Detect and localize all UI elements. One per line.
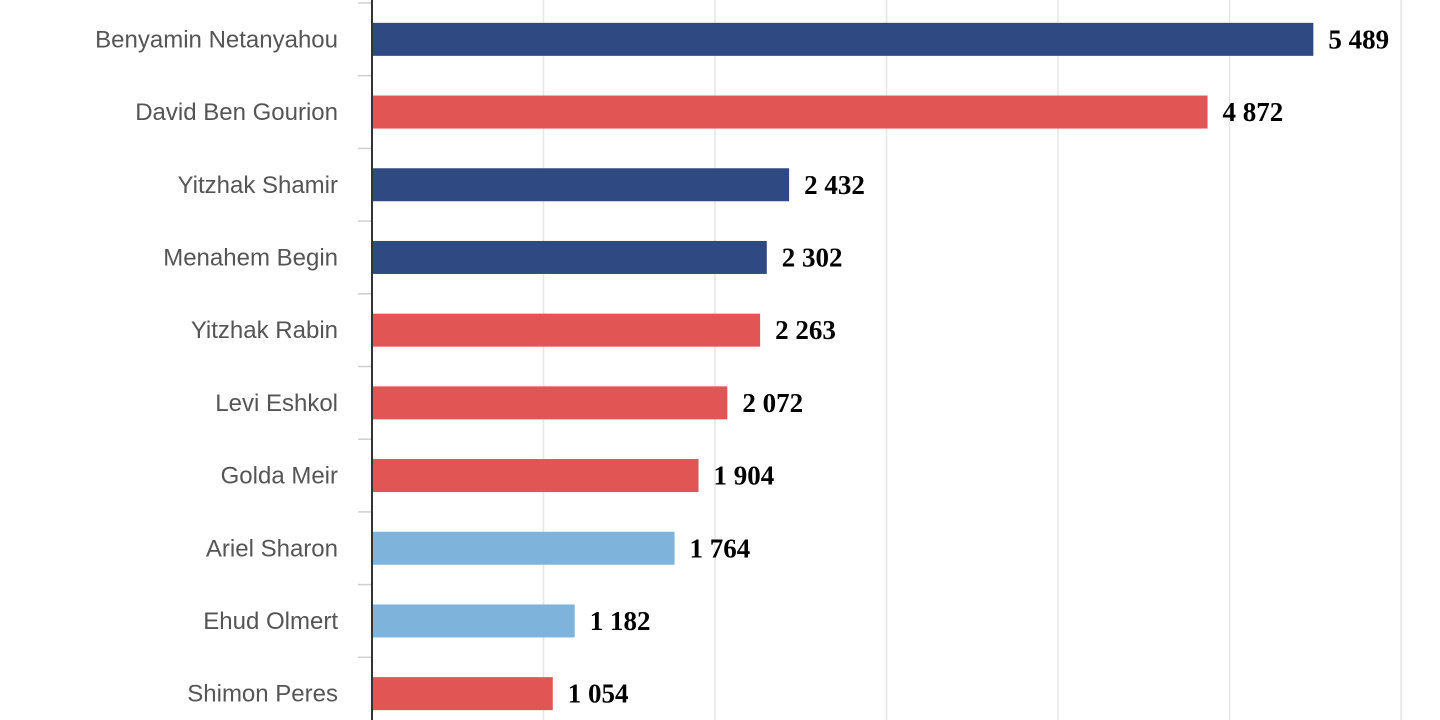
category-label: Golda Meir [221,463,338,490]
category-label: Ariel Sharon [206,535,338,562]
value-label: 1 054 [568,679,629,709]
category-label: Yitzhak Rabin [191,317,338,344]
category-label: Menahem Begin [163,244,338,271]
value-label: 2 263 [775,315,836,345]
category-label: Benyamin Netanyahou [95,26,338,53]
labels: Benyamin Netanyahou 5 489 David Ben Gourio… [95,24,1389,708]
value-label: 2 072 [742,388,803,418]
bar [373,604,575,638]
bar [373,459,699,493]
value-label: 4 872 [1223,97,1284,127]
bar [373,240,767,274]
value-label: 1 764 [690,533,751,563]
value-label: 1 182 [590,606,651,636]
bar [373,22,1314,56]
category-label: David Ben Gourion [135,99,338,126]
bar [373,677,553,711]
category-label: Yitzhak Shamir [178,172,339,199]
bar [373,168,790,202]
bar [373,95,1208,129]
category-label: Shimon Peres [187,681,338,708]
value-label: 2 432 [804,170,865,200]
bar [373,531,675,565]
value-label: 1 904 [714,461,775,491]
value-label: 5 489 [1328,24,1389,54]
category-label: Levi Eshkol [215,390,338,417]
bar [373,313,761,347]
bar [373,386,728,420]
value-label: 2 302 [782,242,843,272]
bars [373,22,1314,711]
y-axis [358,0,373,720]
category-label: Ehud Olmert [203,608,338,635]
